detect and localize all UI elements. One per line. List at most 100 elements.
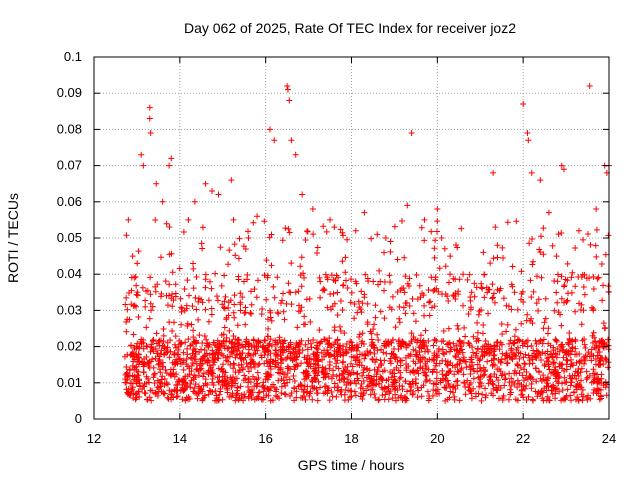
data-point [425,348,432,355]
data-point [264,333,271,340]
data-point [299,191,306,198]
data-point [356,331,363,338]
data-point [247,378,254,385]
data-point [470,375,477,382]
data-point [426,356,433,363]
data-point [499,254,506,261]
data-point [314,244,321,251]
data-point [394,256,401,263]
data-point [391,354,398,361]
data-point [161,375,168,382]
data-point [591,334,598,341]
data-point [429,392,436,399]
data-point [124,369,131,376]
data-point [515,349,522,356]
data-point [144,396,151,403]
data-point [505,396,512,403]
data-point [352,354,359,361]
data-point [542,315,549,322]
data-point [537,375,544,382]
data-point [316,327,323,334]
data-point [489,295,496,302]
data-point [199,388,206,395]
data-point [467,366,474,373]
data-point [580,236,587,243]
data-point [241,372,248,379]
data-point [430,342,437,349]
x-tick-label: 20 [430,431,444,446]
data-point [495,395,502,402]
data-point [150,364,157,371]
data-point [444,341,451,348]
y-tick-label: 0.07 [57,158,82,173]
data-point [339,306,346,313]
data-point [143,354,150,361]
data-point [502,375,509,382]
data-point [167,348,174,355]
data-point [334,353,341,360]
data-point [281,316,288,323]
data-point [349,363,356,370]
data-point [337,388,344,395]
data-point [357,385,364,392]
data-point [277,300,284,307]
data-point [205,357,212,364]
data-point [248,301,255,308]
data-point [599,297,606,304]
data-point [563,378,570,385]
data-point [309,378,316,385]
data-point [184,363,191,370]
data-point [128,380,135,387]
data-point [145,375,152,382]
data-point [187,380,194,387]
chart-title: Day 062 of 2025, Rate Of TEC Index for r… [184,20,516,36]
data-point [473,284,480,291]
data-point [356,333,363,340]
data-point [456,337,463,344]
data-point [304,346,311,353]
data-point [136,358,143,365]
data-point [297,381,304,388]
data-point [250,219,257,226]
data-point [481,294,488,301]
data-point [539,349,546,356]
data-point [238,392,245,399]
data-point [436,265,443,272]
data-point [438,235,445,241]
data-point [443,349,450,356]
data-point [232,354,239,361]
data-point [317,384,324,391]
data-point [372,314,379,321]
data-point [453,378,460,385]
data-point [161,343,168,350]
data-point [203,336,210,343]
data-point [260,388,267,395]
data-point [554,345,561,352]
data-point [387,355,394,362]
data-point [245,368,252,375]
data-point [179,396,186,403]
data-point [232,397,239,404]
data-point [481,371,488,378]
data-point [135,248,142,255]
data-point [467,306,474,313]
data-point [360,369,367,376]
data-point [457,357,464,364]
data-point [152,283,159,290]
data-point [280,377,287,384]
data-point [382,338,389,345]
data-point [223,357,230,364]
data-point [490,255,497,262]
data-point [383,350,390,357]
data-point [535,368,542,375]
data-point [304,228,310,235]
data-point [599,342,606,349]
data-point [371,366,378,373]
data-point [133,282,140,289]
data-point [358,362,365,369]
data-point [168,388,175,395]
data-point [404,388,411,395]
data-point [406,302,413,309]
data-point [337,351,344,358]
data-point [168,250,175,257]
